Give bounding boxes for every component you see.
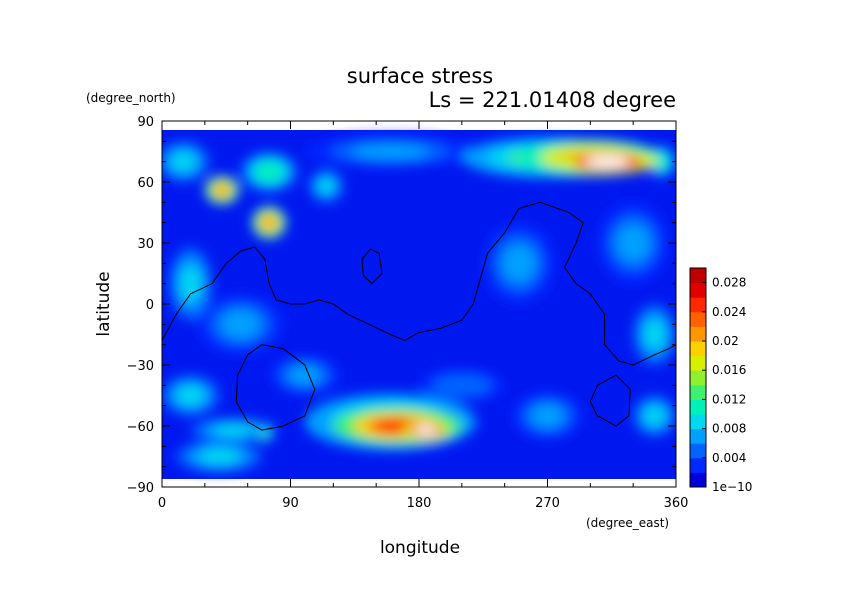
heatmap-field xyxy=(162,121,676,487)
heat-feature xyxy=(442,378,482,393)
colorbar-swatch xyxy=(690,268,706,284)
x-tick-label: 0 xyxy=(158,496,166,511)
y-unit-label: (degree_north) xyxy=(86,91,176,105)
heat-feature xyxy=(502,245,536,282)
heat-feature xyxy=(531,404,564,427)
heat-feature xyxy=(177,386,204,405)
colorbar-swatch xyxy=(690,399,706,415)
heat-feature xyxy=(180,267,201,301)
colorbar-swatch xyxy=(690,443,706,459)
heat-feature xyxy=(221,310,260,339)
y-tick-label: 30 xyxy=(137,237,154,252)
heat-feature xyxy=(351,144,429,159)
heat-feature xyxy=(171,152,195,171)
colorbar-tick-label: 0.012 xyxy=(712,392,746,406)
heat-feature xyxy=(644,320,665,349)
colorbar: 1e−10 0.004 0.008 0.012 0.016 0.02 0.024 0.028 xyxy=(689,267,752,494)
y-tick-label: −60 xyxy=(127,420,154,435)
x-tick-label: 180 xyxy=(407,496,432,511)
heat-feature xyxy=(214,183,230,197)
x-tick-label: 90 xyxy=(282,496,299,511)
colorbar-swatch xyxy=(690,384,706,400)
colorbar-swatch xyxy=(690,428,706,444)
x-axis-label: longitude xyxy=(380,538,460,558)
colorbar-tick-label: 0.016 xyxy=(712,363,746,377)
y-axis: 90 60 30 0 −30 −60 −90 xyxy=(127,115,676,496)
x-axis: 0 90 180 270 360 xyxy=(158,121,689,511)
heat-feature xyxy=(214,424,253,436)
colorbar-tick-label: 0.008 xyxy=(712,422,746,436)
topography-contour xyxy=(589,374,631,427)
y-axis-label: latitude xyxy=(94,271,114,336)
topography-contour xyxy=(361,248,383,285)
heat-feature xyxy=(617,224,650,262)
chart-title: surface stress xyxy=(347,64,493,88)
colorbar-swatch xyxy=(690,355,706,371)
colorbar-tick-label: 0.024 xyxy=(712,305,746,319)
heat-feature xyxy=(318,178,334,194)
colorbar-swatch xyxy=(690,472,706,488)
colorbar-swatch xyxy=(690,341,706,357)
y-tick-label: 90 xyxy=(137,115,154,130)
colorbar-swatch xyxy=(690,297,706,313)
x-tick-label: 270 xyxy=(535,496,560,511)
heat-feature xyxy=(584,156,630,168)
y-tick-label: −30 xyxy=(127,359,154,374)
colorbar-tick-label: 1e−10 xyxy=(712,480,752,494)
y-tick-label: 60 xyxy=(137,176,154,191)
y-tick-label: 0 xyxy=(146,298,154,313)
heat-feature xyxy=(199,449,239,464)
topography-contour xyxy=(235,344,316,431)
colorbar-tick-label: 0.02 xyxy=(712,334,739,348)
heat-feature xyxy=(415,425,437,435)
heat-feature xyxy=(644,406,665,425)
chart-subtitle: Ls = 221.01408 degree xyxy=(429,88,676,112)
heat-feature xyxy=(261,215,277,230)
topography-contour xyxy=(162,201,676,366)
colorbar-tick-label: 0.028 xyxy=(712,276,746,290)
heat-feature xyxy=(256,162,282,181)
colorbar-tick-label: 0.004 xyxy=(712,451,746,465)
colorbar-swatch xyxy=(690,311,706,327)
colorbar-swatch xyxy=(690,457,706,473)
heat-feature xyxy=(288,366,321,385)
colorbar-swatch xyxy=(690,282,706,298)
x-tick-label: 360 xyxy=(664,496,689,511)
colorbar-frame xyxy=(689,267,707,488)
colorbar-swatch xyxy=(690,414,706,430)
colorbar-swatch xyxy=(690,370,706,386)
x-unit-label: (degree_east) xyxy=(586,516,669,530)
heat-feature xyxy=(260,430,269,438)
y-tick-label: −90 xyxy=(127,481,154,496)
colorbar-swatch xyxy=(690,326,706,342)
